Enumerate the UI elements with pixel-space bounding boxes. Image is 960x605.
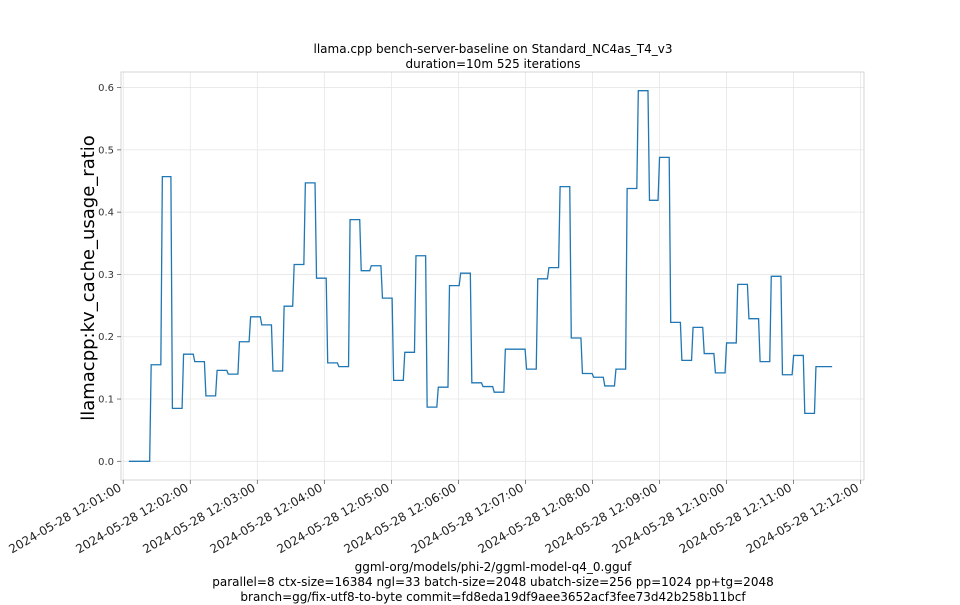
model-path-caption: ggml-org/models/phi-2/ggml-model-q4_0.gg… — [354, 560, 632, 574]
chart-subtitle: duration=10m 525 iterations — [405, 57, 581, 71]
y-tick-label: 0.0 — [98, 457, 114, 468]
x-tick-label: 2024-05-28 12:02:00 — [73, 480, 190, 556]
x-tick-label: 2024-05-28 12:03:00 — [140, 480, 257, 556]
y-axis-label: llamacpp:kv_cache_usage_ratio — [78, 135, 99, 421]
x-tick-label: 2024-05-28 12:04:00 — [207, 480, 324, 556]
kv-cache-usage-line — [128, 90, 833, 462]
x-tick-label: 2024-05-28 12:08:00 — [476, 480, 593, 556]
x-tick-label: 2024-05-28 12:12:00 — [744, 480, 861, 556]
y-tick-label: 0.6 — [98, 83, 114, 94]
chart-title: llama.cpp bench-server-baseline on Stand… — [313, 42, 673, 56]
x-tick-label: 2024-05-28 12:05:00 — [275, 480, 392, 556]
x-tick-label: 2024-05-28 12:07:00 — [409, 480, 526, 556]
y-tick-label: 0.4 — [98, 208, 114, 219]
y-tick-label: 0.3 — [98, 270, 114, 281]
y-tick-label: 0.5 — [98, 145, 114, 156]
x-tick-label: 2024-05-28 12:09:00 — [543, 480, 660, 556]
grid-lines — [121, 72, 864, 480]
branch-commit-caption: branch=gg/fix-utf8-to-byte commit=fd8eda… — [240, 590, 746, 604]
y-tick-label: 0.2 — [98, 332, 114, 343]
y-tick-label: 0.1 — [98, 395, 114, 406]
y-axis-ticks: 0.0 0.1 0.2 0.3 0.4 0.5 0.6 — [98, 83, 121, 468]
x-tick-label: 2024-05-28 12:11:00 — [677, 480, 794, 556]
plot-area-frame — [120, 71, 865, 481]
x-tick-label: 2024-05-28 12:06:00 — [342, 480, 459, 556]
x-tick-label: 2024-05-28 12:10:00 — [610, 480, 727, 556]
bench-params-caption: parallel=8 ctx-size=16384 ngl=33 batch-s… — [212, 575, 774, 589]
x-tick-label: 2024-05-28 12:01:00 — [6, 480, 123, 556]
